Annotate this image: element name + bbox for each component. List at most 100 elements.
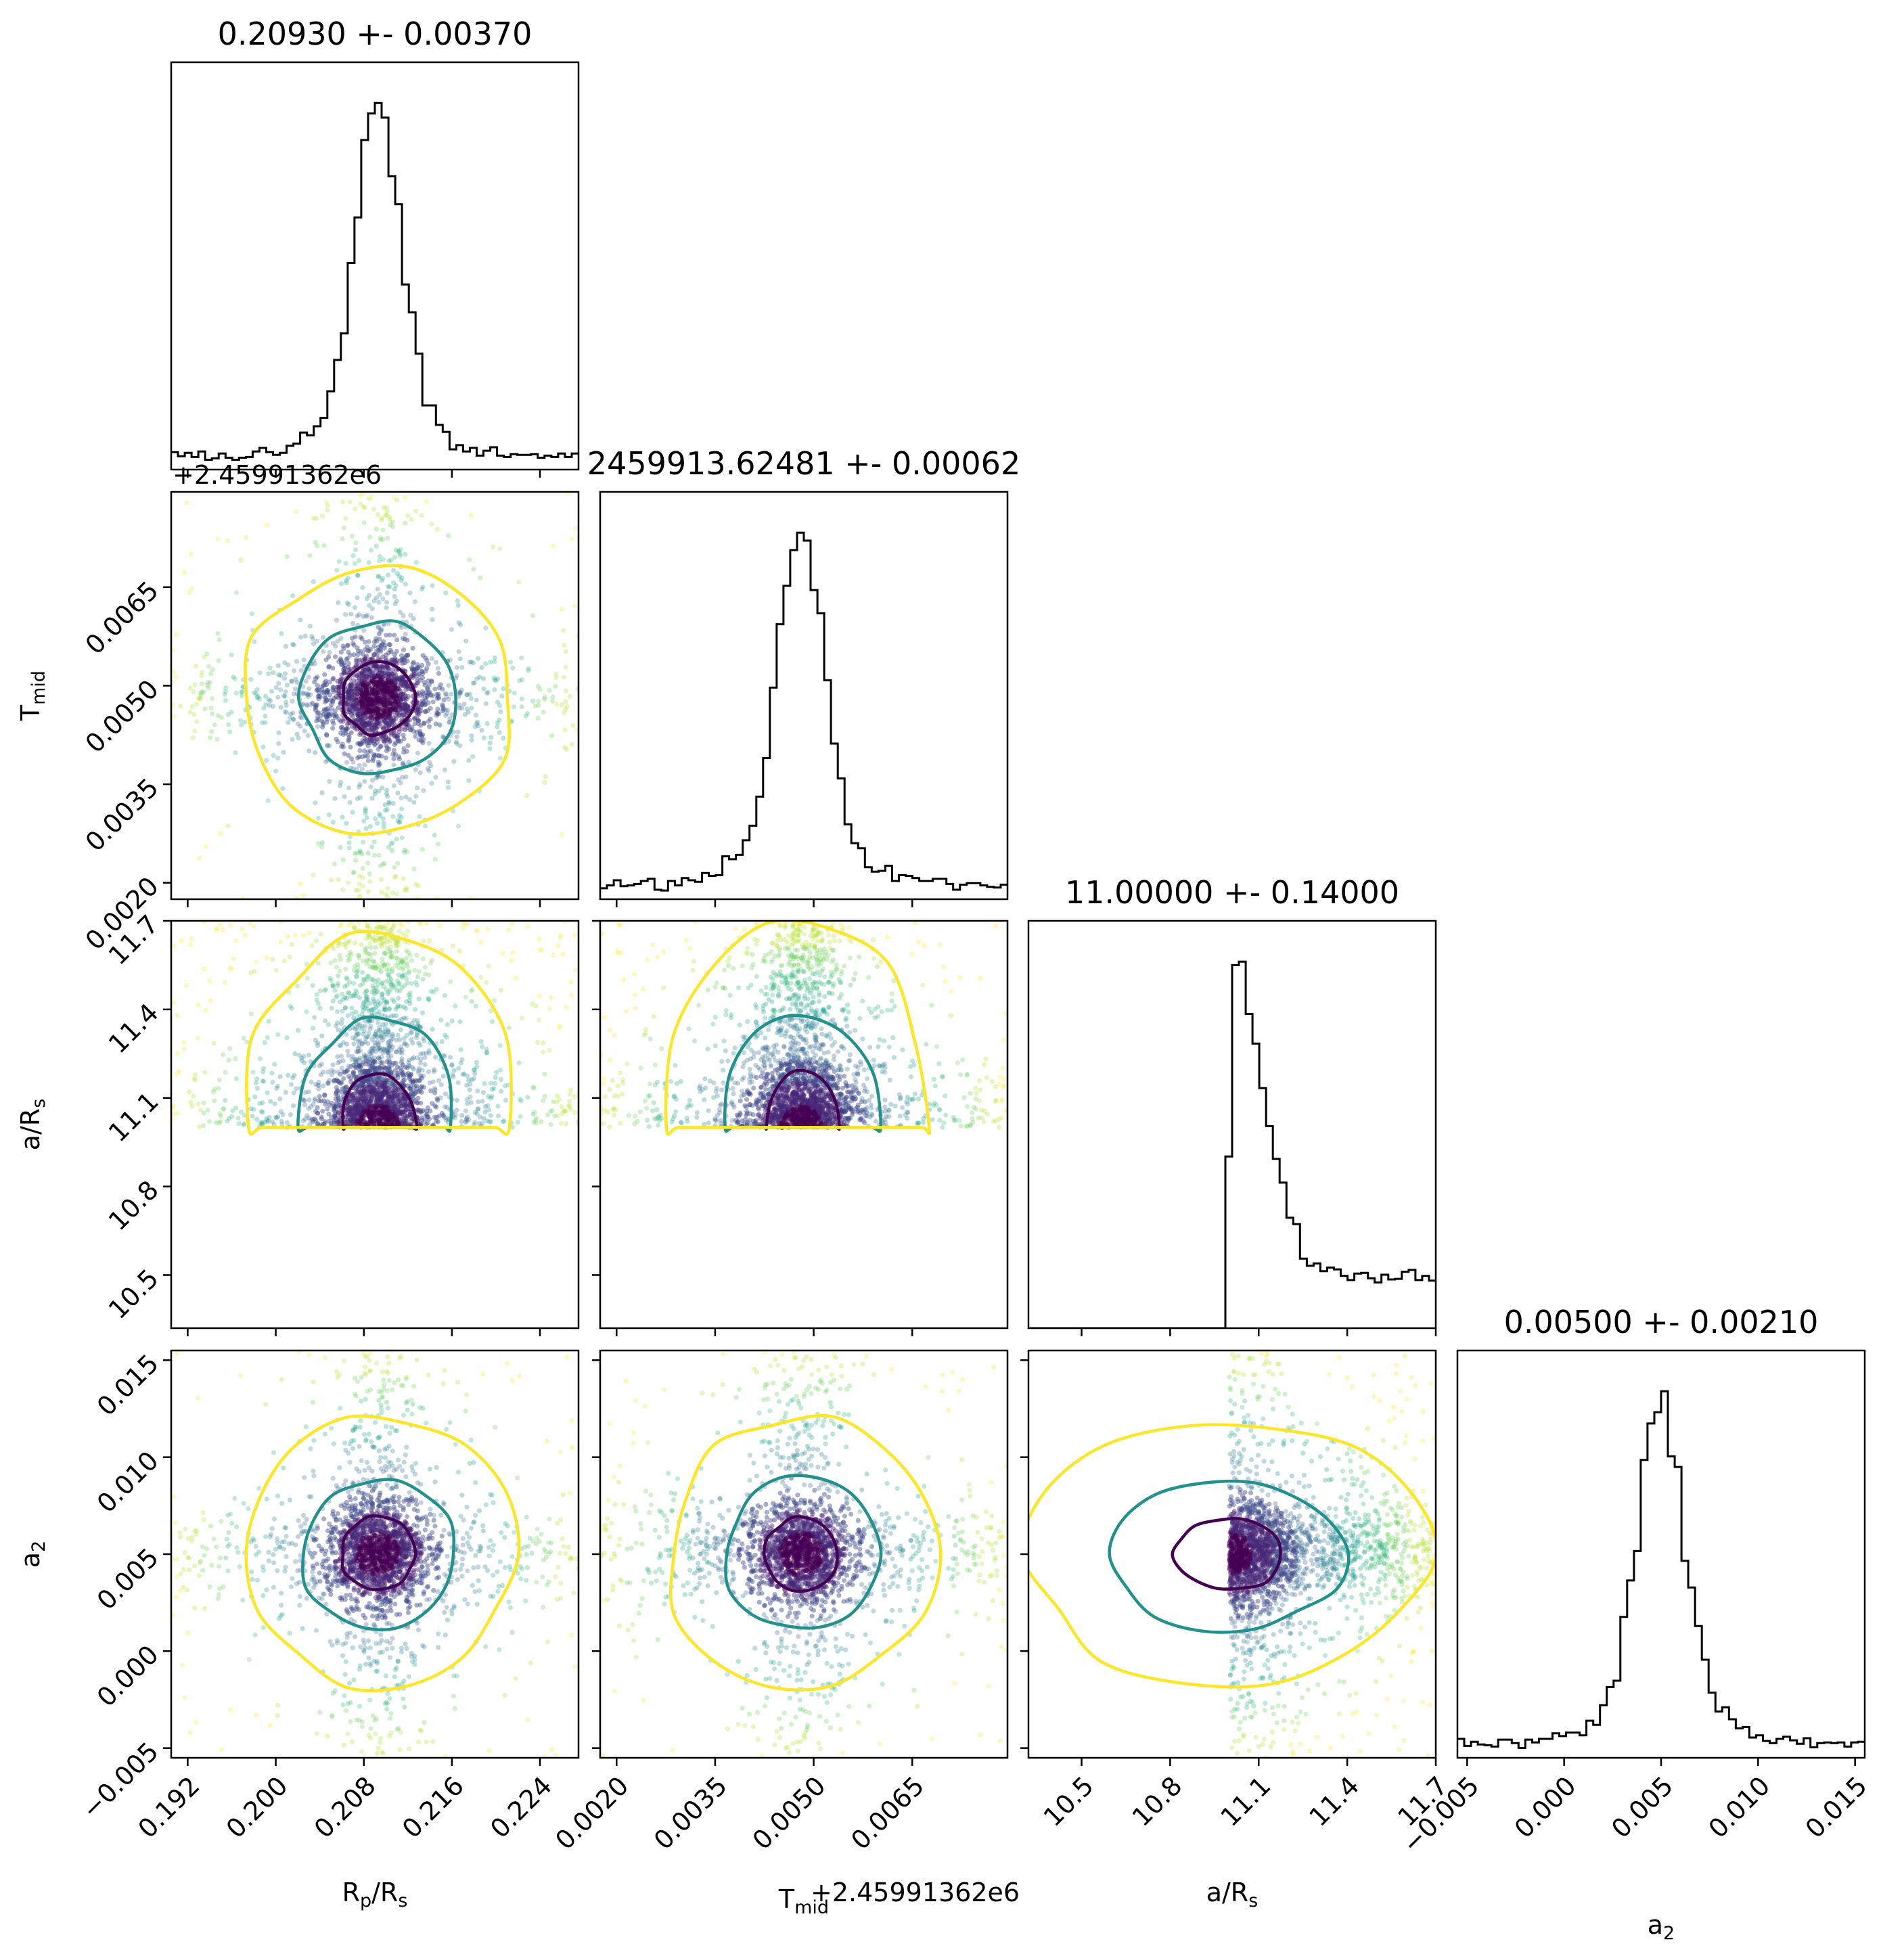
sample-point	[377, 667, 383, 673]
sample-point	[316, 710, 321, 715]
sample-point	[372, 736, 378, 742]
sample-point	[382, 702, 388, 708]
sample-point	[277, 1096, 283, 1102]
sample-point	[335, 1054, 340, 1060]
sample-point	[440, 708, 445, 714]
sample-point	[322, 1093, 327, 1098]
sample-point	[346, 880, 351, 886]
sample-point	[362, 779, 367, 784]
sample-point	[383, 666, 388, 671]
sample-point	[447, 657, 453, 662]
sample-point	[334, 1090, 339, 1095]
sample-point	[404, 683, 409, 689]
sample-point	[353, 850, 358, 855]
sample-point	[371, 672, 376, 677]
sample-point	[363, 1058, 369, 1064]
sample-point	[373, 691, 380, 696]
sample-point	[488, 1095, 493, 1101]
sample-point	[402, 848, 407, 853]
sample-point	[378, 936, 384, 941]
sample-point	[395, 700, 401, 705]
sample-point	[217, 831, 223, 836]
sample-point	[379, 698, 384, 703]
sample-point	[365, 727, 371, 733]
sample-point	[382, 683, 387, 689]
sample-point	[376, 1116, 382, 1122]
sample-point	[324, 714, 330, 719]
sample-point	[377, 665, 382, 671]
sample-point	[459, 705, 465, 711]
sample-point	[355, 712, 361, 718]
sample-point	[346, 940, 351, 945]
sample-point	[357, 893, 363, 899]
sample-point	[336, 690, 341, 696]
sample-point	[548, 1122, 553, 1127]
sample-point	[367, 1114, 372, 1119]
sample-point	[422, 721, 427, 726]
sample-point	[376, 708, 381, 713]
sample-point	[298, 668, 304, 673]
sample-point	[389, 1036, 395, 1041]
sample-point	[330, 719, 336, 724]
sample-point	[356, 697, 361, 702]
sample-point	[405, 1114, 411, 1119]
sample-point	[400, 931, 405, 936]
sample-point	[365, 749, 371, 754]
sample-point	[198, 693, 204, 698]
sample-point	[378, 1060, 384, 1066]
sample-point	[345, 690, 350, 696]
sample-point	[415, 750, 421, 756]
sample-point	[376, 760, 381, 765]
sample-point	[390, 1095, 395, 1100]
sample-point	[407, 1073, 413, 1079]
sample-point	[375, 1097, 380, 1103]
sample-point	[509, 921, 515, 926]
sample-point	[394, 696, 399, 702]
sample-point	[378, 924, 384, 930]
sample-point	[332, 1077, 337, 1083]
sample-point	[402, 1121, 407, 1127]
sample-point	[426, 719, 432, 724]
sample-point	[351, 691, 357, 698]
sample-point	[182, 570, 187, 575]
sample-point	[388, 944, 393, 949]
sample-point	[492, 677, 497, 683]
sample-point	[314, 992, 319, 997]
sample-point	[388, 678, 394, 684]
sample-point	[339, 922, 344, 927]
sample-point	[379, 1076, 384, 1082]
sample-point	[343, 945, 348, 950]
sample-point	[319, 790, 325, 796]
sample-point	[494, 1070, 499, 1075]
sample-point	[353, 888, 359, 893]
sample-point	[291, 668, 296, 673]
sample-point	[379, 1012, 384, 1018]
sample-point	[466, 557, 472, 562]
sample-point	[383, 652, 388, 658]
sample-point	[385, 1104, 390, 1110]
sample-point	[396, 710, 402, 715]
sample-point	[338, 650, 344, 655]
sample-point	[223, 685, 229, 691]
sample-point	[363, 711, 369, 717]
sample-point	[385, 1113, 390, 1118]
sample-point	[532, 703, 539, 708]
sample-point	[430, 1101, 435, 1106]
sample-point	[403, 631, 408, 637]
sample-point	[291, 1090, 296, 1095]
sample-point	[365, 758, 371, 763]
sample-point	[392, 698, 397, 704]
sample-point	[415, 786, 420, 791]
sample-point	[364, 740, 369, 746]
sample-point	[486, 963, 491, 969]
sample-point	[338, 656, 343, 662]
sample-point	[337, 953, 342, 958]
sample-point	[379, 518, 384, 523]
sample-point	[395, 1087, 401, 1092]
sample-point	[236, 1121, 242, 1127]
sample-point	[343, 1119, 348, 1125]
sample-point	[418, 708, 424, 714]
sample-point	[346, 709, 353, 714]
sample-point	[365, 666, 371, 672]
sample-point	[378, 643, 384, 650]
